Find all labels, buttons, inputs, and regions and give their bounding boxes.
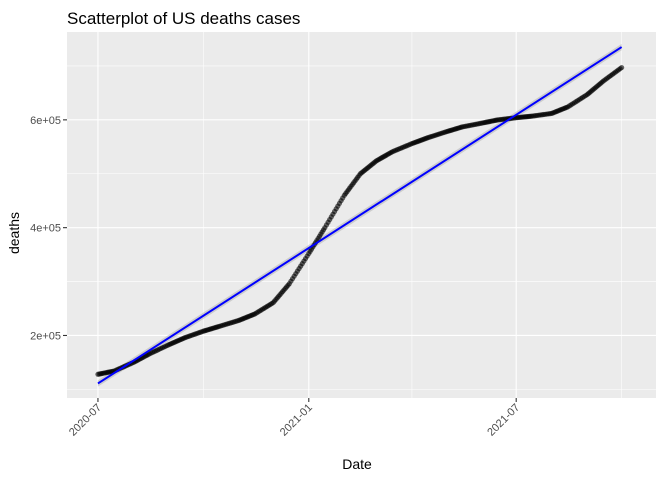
chart-title: Scatterplot of US deaths cases xyxy=(67,9,300,28)
x-axis-title: Date xyxy=(342,456,372,472)
trend-line xyxy=(97,46,623,385)
y-axis-tick-labels: 2e+05 4e+05 6e+05 xyxy=(30,115,61,343)
data-point xyxy=(619,64,625,71)
y-axis-title: deaths xyxy=(6,212,22,254)
axis-ticks xyxy=(63,119,517,402)
y-tick-label: 4e+05 xyxy=(30,223,61,235)
major-gridlines xyxy=(67,32,656,398)
x-tick-label: 2021-07 xyxy=(485,402,522,439)
x-axis-tick-labels: 2020-07 2021-01 2021-07 xyxy=(67,402,522,439)
y-tick-label: 6e+05 xyxy=(30,115,61,127)
x-tick-label: 2020-07 xyxy=(67,402,104,439)
y-tick-label: 2e+05 xyxy=(30,330,61,342)
data-points xyxy=(95,64,625,377)
x-tick-label: 2021-01 xyxy=(278,402,315,439)
